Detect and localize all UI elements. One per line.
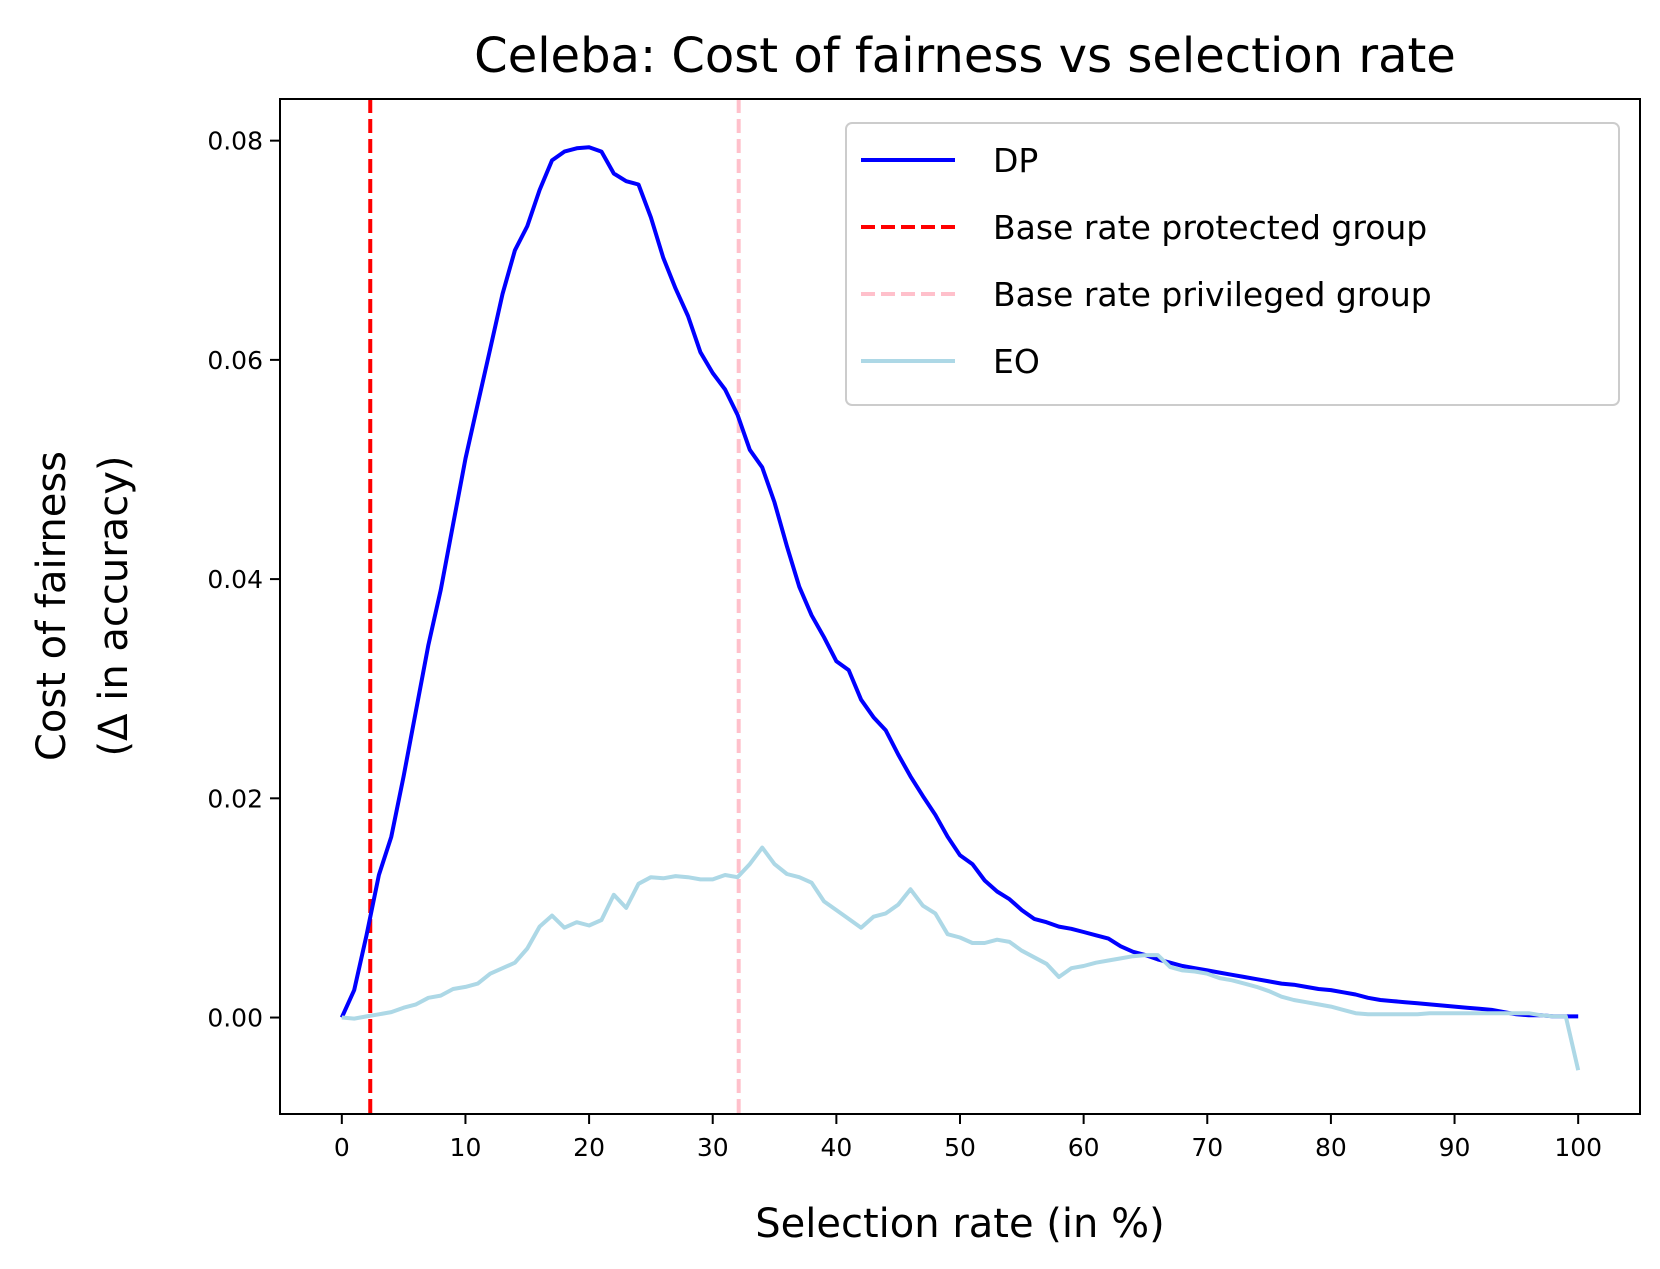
y-axis-label-line1: Cost of fairness [29, 451, 75, 761]
x-tick-label: 80 [1315, 1133, 1347, 1162]
dp-line [339, 145, 1579, 1019]
y-tick-label: 0.04 [207, 565, 263, 594]
x-tick-label: 60 [1068, 1133, 1100, 1162]
y-tick-label: 0.08 [207, 127, 263, 156]
x-tick-label: 70 [1191, 1133, 1223, 1162]
chart-title: Celeba: Cost of fairness vs selection ra… [474, 28, 1456, 84]
y-tick-label: 0.02 [207, 784, 263, 813]
x-tick-label: 30 [697, 1133, 729, 1162]
y-axis-label: Cost of fairness [29, 451, 75, 761]
y-axis-label-line2: (Δ in accuracy) [91, 456, 137, 757]
x-tick-label: 50 [944, 1133, 976, 1162]
legend-label-protected: Base rate protected group [993, 208, 1427, 247]
axis-ticks: 0 10 20 30 40 50 60 70 80 90 100 0.00 0.02 0.04 0.06 0.… [207, 127, 1602, 1162]
x-axis-label: Selection rate (in %) [755, 1201, 1164, 1247]
legend-box [845, 122, 1620, 406]
x-tick-label: 0 [334, 1133, 350, 1162]
legend-label-eo: EO [993, 342, 1040, 381]
legend-label-dp: DP [993, 141, 1038, 180]
plot-frame [279, 98, 1641, 1115]
y-tick-label: 0.06 [207, 346, 263, 375]
legend: DP Base rate protected group Base rate p… [845, 122, 1620, 406]
x-tick-label: 20 [573, 1133, 605, 1162]
x-tick-label: 90 [1439, 1133, 1471, 1162]
x-tick-label: 40 [820, 1133, 852, 1162]
legend-label-privileged: Base rate privileged group [993, 275, 1432, 314]
x-tick-label: 100 [1554, 1133, 1602, 1162]
plot-lines [339, 99, 1581, 1114]
x-tick-label: 10 [450, 1133, 482, 1162]
eo-line [341, 845, 1581, 1071]
y-axis-label-2: (Δ in accuracy) [91, 456, 137, 757]
y-tick-label: 0.00 [207, 1004, 263, 1033]
